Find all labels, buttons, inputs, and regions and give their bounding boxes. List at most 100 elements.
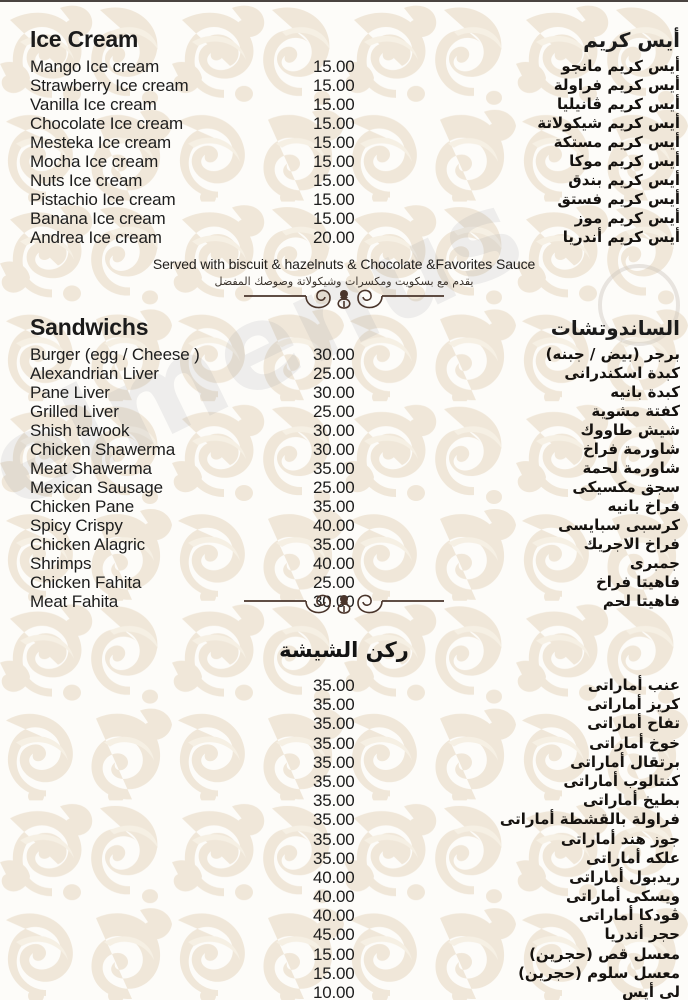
menu-item-row: Shrimps 40.00 جمبرى — [0, 554, 688, 573]
menu-item-row: Chicken Pane 35.00 فراخ بانيه — [0, 497, 688, 516]
menu-item-row: Mexican Sausage 25.00 سجق مكسيكى — [0, 478, 688, 497]
menu-item-name-ar: معسل قص (حجرين) — [529, 944, 680, 963]
menu-item-name-ar: أيس كريم فراولة — [553, 76, 680, 94]
menu-item-row: Meat Shawerma 35.00 شاورمة لحمة — [0, 459, 688, 478]
menu-item-price: 25.00 — [313, 364, 355, 383]
menu-item-name-ar: كنتالوب أماراتى — [563, 771, 680, 790]
menu-item-price: 40.00 — [313, 516, 355, 535]
menu-item-price: 15.00 — [313, 209, 355, 228]
menu-item-name-en: Andrea Ice cream — [30, 228, 162, 247]
menu-item-name-en: Chocolate Ice cream — [30, 114, 184, 133]
shisha-title-ar: ركن الشيشة — [279, 638, 409, 662]
menu-item-price: 15.00 — [313, 190, 355, 209]
menu-item-name-en: Chicken Pane — [30, 497, 135, 516]
menu-item-name-en: Grilled Liver — [30, 402, 119, 421]
ice-cream-item-list: Mango Ice cream 15.00 أيس كريم مانجو Strawb… — [0, 57, 688, 247]
sandwichs-title-en: Sandwichs — [30, 314, 149, 340]
menu-item-row: 40.00 ڤودكا أماراتى — [0, 906, 688, 925]
menu-item-price: 15.00 — [313, 133, 355, 152]
menu-item-name-ar: أيس كريم شيكولاتة — [537, 114, 680, 132]
menu-item-price: 15.00 — [313, 171, 355, 190]
menu-item-price: 30.00 — [313, 440, 355, 459]
menu-item-name-en: Pistachio Ice cream — [30, 190, 176, 209]
menu-item-name-ar: أيس كريم ڤانيليا — [557, 95, 680, 113]
menu-item-name-en: Mango Ice cream — [30, 57, 160, 76]
menu-item-price: 35.00 — [313, 714, 355, 734]
menu-item-row: 35.00 خوخ أماراتى — [0, 734, 688, 753]
menu-item-row: 45.00 حجر أندريا — [0, 925, 688, 944]
menu-item-name-en: Shrimps — [30, 554, 92, 573]
menu-item-row: 35.00 تفاح أماراتى — [0, 714, 688, 733]
menu-item-price: 30.00 — [313, 421, 355, 440]
menu-item-name-ar: كبدة اسكندرانى — [564, 364, 680, 382]
menu-item-name-ar: أيس كريم مستكة — [553, 133, 680, 151]
menu-item-row: 35.00 علكه أماراتى — [0, 849, 688, 868]
menu-item-price: 35.00 — [313, 771, 355, 791]
menu-item-price: 40.00 — [313, 887, 355, 907]
menu-item-row: 35.00 كريز أماراتى — [0, 695, 688, 714]
menu-item-row: 40.00 ريدبول أماراتى — [0, 868, 688, 887]
menu-item-price: 35.00 — [313, 810, 355, 830]
sandwichs-header: Sandwichs الساندوتشات — [0, 314, 688, 341]
menu-item-name-ar: ڤودكا أماراتى — [578, 906, 680, 925]
menu-item-price: 35.00 — [313, 497, 355, 516]
menu-item-row: Alexandrian Liver 25.00 كبدة اسكندرانى — [0, 364, 688, 383]
menu-item-price: 20.00 — [313, 228, 355, 247]
menu-item-row: 35.00 بطيخ أماراتى — [0, 791, 688, 810]
menu-item-price: 15.00 — [313, 95, 355, 114]
menu-item-name-en: Pane Liver — [30, 383, 110, 402]
sandwichs-title-ar: الساندوتشات — [550, 316, 680, 340]
menu-item-name-ar: كفتة مشوية — [591, 402, 680, 420]
menu-item-price: 35.00 — [313, 459, 355, 478]
menu-item-row: Shish tawook 30.00 شيش طاووك — [0, 421, 688, 440]
menu-item-name-ar: لى أيس — [621, 983, 680, 1000]
menu-item-row: Chicken Alagric 35.00 فراخ الاجريك — [0, 535, 688, 554]
menu-item-price: 25.00 — [313, 478, 355, 497]
menu-item-price: 15.00 — [313, 114, 355, 133]
menu-item-row: Strawberry Ice cream 15.00 أيس كريم فراولة — [0, 76, 688, 95]
menu-item-price: 40.00 — [313, 554, 355, 573]
menu-item-name-ar: شاورمة لحمة — [582, 459, 680, 477]
menu-item-price: 30.00 — [313, 345, 355, 364]
menu-item-name-ar: جوز هند أماراتى — [560, 829, 680, 848]
menu-item-row: Mango Ice cream 15.00 أيس كريم مانجو — [0, 57, 688, 76]
menu-item-price: 15.00 — [313, 76, 355, 95]
menu-item-name-ar: كريز أماراتى — [587, 695, 680, 714]
menu-item-name-ar: برجر (بيض / جبنه) — [545, 345, 680, 363]
menu-item-row: 35.00 فراولة بالقشطة أماراتى — [0, 810, 688, 829]
ice-cream-header: Ice Cream أيس كريم — [0, 26, 688, 53]
menu-item-name-ar: فراولة بالقشطة أماراتى — [499, 810, 680, 829]
ice-cream-title-ar: أيس كريم — [583, 28, 680, 52]
menu-item-name-ar: أيس كريم موكا — [569, 152, 680, 170]
menu-item-name-ar: سجق مكسيكى — [572, 478, 680, 496]
menu-item-row: 40.00 ويسكى أماراتى — [0, 887, 688, 906]
menu-item-name-ar: حجر أندريا — [604, 925, 680, 944]
menu-item-price: 35.00 — [313, 733, 355, 753]
menu-item-name-en: Alexandrian Liver — [30, 364, 159, 383]
menu-item-name-en: Mocha Ice cream — [30, 152, 159, 171]
menu-item-price: 40.00 — [313, 867, 355, 887]
menu-item-name-ar: أيس كريم بندق — [568, 171, 680, 189]
section-shisha: ركن الشيشة 35.00 عنب أماراتى 35.00 كريز أما… — [0, 638, 688, 1000]
menu-item-price: 25.00 — [313, 402, 355, 421]
menu-item-price: 15.00 — [313, 963, 355, 983]
menu-item-price: 15.00 — [313, 944, 355, 964]
menu-item-name-ar: كبدة بانيه — [610, 383, 680, 401]
menu-item-name-ar: خوخ أماراتى — [589, 733, 680, 752]
menu-item-row: Mesteka Ice cream 15.00 أيس كريم مستكة — [0, 133, 688, 152]
ornament-divider-top — [0, 283, 688, 317]
menu-item-name-en: Chicken Alagric — [30, 535, 145, 554]
menu-item-name-ar: علكه أماراتى — [585, 848, 680, 867]
menu-item-name-ar: أيس كريم مانجو — [561, 57, 680, 75]
menu-item-row: Vanilla Ice cream 15.00 أيس كريم ڤانيليا — [0, 95, 688, 114]
menu-item-name-en: Mesteka Ice cream — [30, 133, 172, 152]
menu-item-row: Pistachio Ice cream 15.00 أيس كريم فستق — [0, 190, 688, 209]
menu-item-name-ar: فراخ الاجريك — [583, 535, 680, 553]
shisha-item-list: 35.00 عنب أماراتى 35.00 كريز أماراتى 35.00 تف… — [0, 676, 688, 1000]
menu-item-row: 35.00 جوز هند أماراتى — [0, 830, 688, 849]
menu-item-name-ar: ريدبول أماراتى — [569, 867, 680, 886]
menu-item-name-en: Spicy Crispy — [30, 516, 123, 535]
menu-item-name-en: Shish tawook — [30, 421, 130, 440]
menu-item-name-en: Chicken Shawerma — [30, 440, 175, 459]
menu-item-price: 35.00 — [313, 791, 355, 811]
